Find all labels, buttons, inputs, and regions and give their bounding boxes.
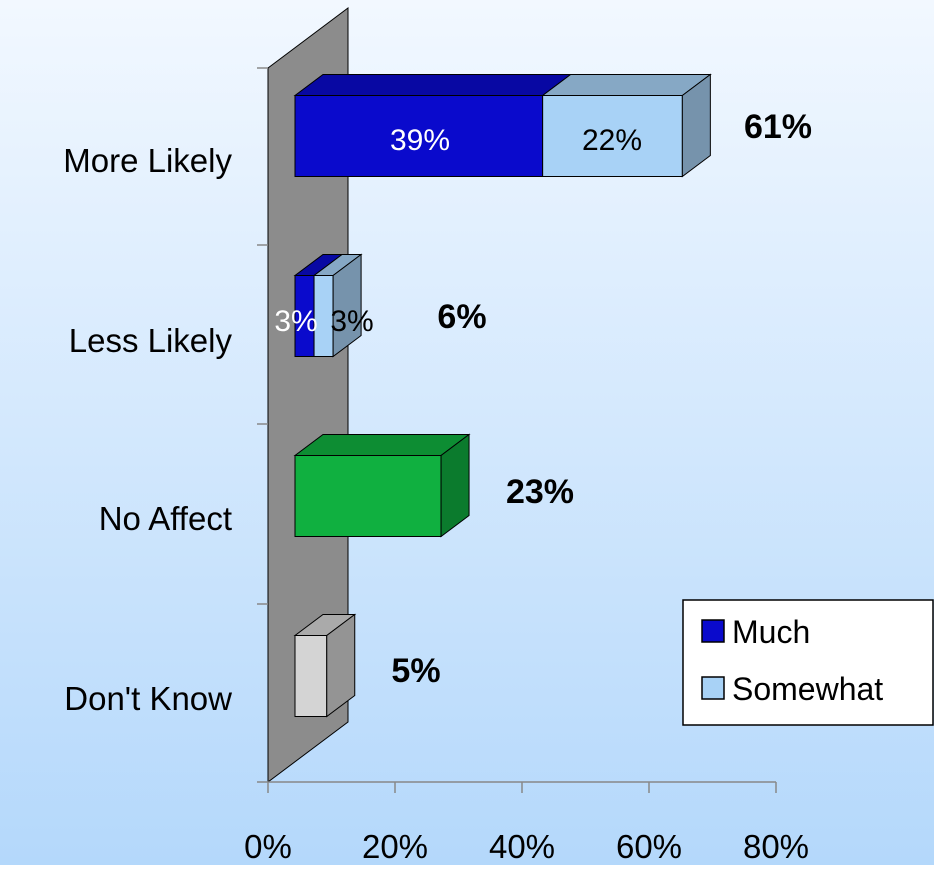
total-label-no-affect: 23%	[506, 473, 574, 511]
bar-don-t-know-series-3-front	[294, 635, 328, 717]
total-label-more-likely: 61%	[744, 108, 812, 146]
legend-swatch-somewhat	[701, 676, 725, 700]
x-tick-label-0: 0%	[244, 828, 292, 865]
category-label-less-likely: Less Likely	[69, 322, 233, 359]
total-label-dont-know: 5%	[391, 652, 440, 690]
x-tick-label-20: 20%	[362, 828, 428, 865]
chart-back-wall	[267, 7, 349, 783]
bar-less-likely-side	[332, 253, 362, 358]
bar-more-likely-side	[681, 73, 711, 178]
segment-label-more-likely-somewhat: 22%	[582, 124, 642, 157]
x-tick-label-40: 40%	[489, 828, 555, 865]
category-label-more-likely: More Likely	[63, 142, 232, 179]
segment-label-less-likely-much: 3%	[274, 305, 317, 338]
legend-swatch-much	[701, 619, 725, 643]
category-label-dont-know: Don't Know	[64, 680, 232, 717]
segment-label-less-likely-somewhat: 3%	[330, 305, 373, 338]
total-label-less-likely: 6%	[437, 298, 486, 336]
legend-label-much: Much	[732, 614, 810, 650]
bar-no-affect-side	[440, 433, 470, 538]
bar-no-affect-series-2-front	[294, 455, 442, 537]
bar-more-likely-series-1-top	[541, 74, 712, 96]
bar-don-t-know-side	[326, 613, 356, 718]
bar-more-likely-series-0-top	[293, 74, 573, 96]
legend: Much Somewhat	[682, 599, 934, 726]
legend-label-somewhat: Somewhat	[732, 671, 883, 707]
x-tick-label-60: 60%	[616, 828, 682, 865]
segment-label-more-likely-much: 39%	[390, 124, 450, 157]
x-tick-label-80: 80%	[743, 828, 809, 865]
category-label-no-affect: No Affect	[99, 500, 232, 537]
bar-no-affect-series-2-top	[293, 434, 471, 456]
